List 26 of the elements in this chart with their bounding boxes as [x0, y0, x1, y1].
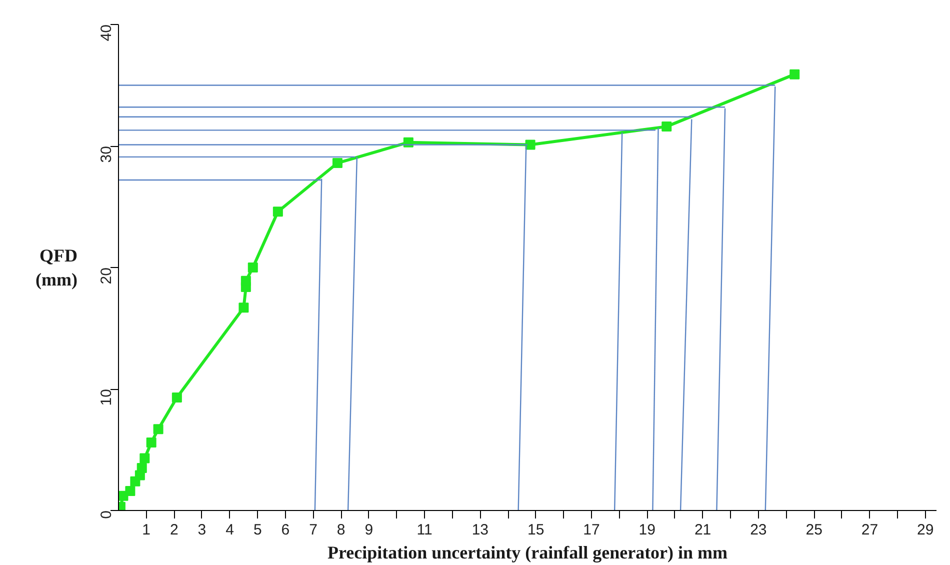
x-tick-label: 5: [253, 522, 262, 538]
x-tick-label: 17: [583, 522, 600, 538]
x-tick-label: 8: [336, 522, 346, 538]
x-tick-label: 23: [750, 522, 767, 538]
x-tick-label: 2: [170, 522, 178, 538]
y-tick-label: 20: [98, 267, 115, 284]
x-tick-label: 29: [917, 522, 934, 538]
x-tick-label: 15: [528, 522, 544, 538]
x-tick-label: 7: [309, 522, 318, 538]
y-tick-label: 30: [98, 146, 115, 163]
x-tick-label: 25: [806, 522, 822, 538]
x-tick-label: 19: [638, 522, 656, 538]
x-tick-label: 21: [694, 522, 712, 538]
y-tick-label: 0: [98, 510, 115, 519]
x-tick-label: 6: [281, 522, 290, 538]
x-tick-label: 13: [472, 522, 489, 538]
x-axis-title: Precipitation uncertainty (rainfall generator) in mm: [327, 542, 728, 562]
x-tick-label: 11: [416, 522, 432, 538]
y-tick-label: 10: [98, 388, 115, 406]
x-tick-label: 3: [198, 522, 206, 538]
x-tick-label: 1: [142, 522, 150, 538]
x-tick-label: 27: [861, 522, 878, 538]
x-tick-label: 9: [364, 522, 374, 538]
y-tick-label: 40: [98, 24, 115, 42]
y-axis-title: QFD (mm): [36, 246, 78, 290]
x-tick-label: 4: [226, 522, 234, 538]
